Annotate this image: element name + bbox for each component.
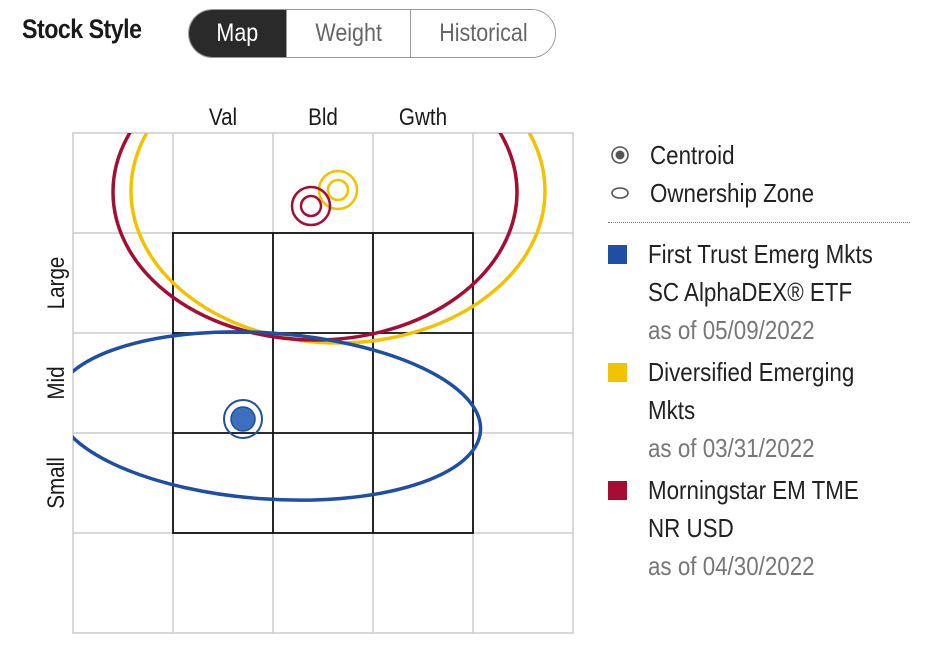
- view-tabs: Map Weight Historical: [188, 9, 556, 58]
- series-date-category: as of 03/31/2022: [648, 433, 815, 463]
- legend-series-category: Diversified Emerging Mkts as of 03/31/20…: [608, 353, 910, 467]
- column-label-val: Val: [209, 104, 237, 131]
- series-name-index-line2: NR USD: [648, 513, 734, 543]
- centroid-index: [290, 185, 332, 227]
- style-box: [172, 232, 474, 534]
- outer-grid-border: [72, 132, 574, 634]
- legend-series-index: Morningstar EM TME NR USD as of 04/30/20…: [608, 471, 910, 585]
- centroid-category: [317, 169, 359, 211]
- column-label-bld: Bld: [308, 104, 338, 131]
- centroid-icon: [608, 143, 632, 167]
- legend: Centroid Ownership Zone First Trust Emer…: [608, 136, 910, 589]
- ownership-zone-category: [129, 133, 547, 345]
- outer-grid: [72, 132, 574, 634]
- column-label-gwth: Gwth: [399, 104, 447, 131]
- ownership-zone-fund: [73, 330, 483, 502]
- series-name-fund-line2: SC AlphaDEX® ETF: [648, 277, 853, 307]
- tab-weight-label: Weight: [315, 19, 382, 47]
- legend-centroid: Centroid: [608, 136, 910, 174]
- legend-centroid-label: Centroid: [650, 139, 735, 170]
- series-swatch-fund: [608, 245, 627, 264]
- ownership-zone-icon: [608, 181, 632, 205]
- centroid-fund: [223, 399, 263, 439]
- style-box-border: [172, 232, 474, 534]
- tab-map[interactable]: Map: [189, 10, 287, 57]
- series-swatch-index: [608, 481, 627, 500]
- series-name-category-line1: Diversified Emerging: [648, 357, 855, 387]
- series-name-fund-line1: First Trust Emerg Mkts: [648, 239, 873, 269]
- page-title: Stock Style: [22, 14, 142, 44]
- series-swatch-category: [608, 363, 627, 382]
- legend-ownership-zone-label: Ownership Zone: [650, 177, 815, 208]
- tab-map-label: Map: [216, 19, 259, 47]
- ownership-zone-index: [111, 133, 519, 342]
- series-name-index-line1: Morningstar EM TME: [648, 475, 859, 505]
- legend-divider: [608, 222, 910, 223]
- row-label-small: Small: [43, 457, 70, 509]
- series-date-fund: as of 05/09/2022: [648, 315, 815, 345]
- series-name-category-line2: Mkts: [648, 395, 696, 425]
- tab-weight[interactable]: Weight: [287, 10, 411, 57]
- legend-ownership-zone: Ownership Zone: [608, 174, 910, 212]
- style-map: Val Bld Gwth Large Mid Small: [43, 104, 574, 634]
- series-date-index: as of 04/30/2022: [648, 551, 815, 581]
- legend-series-fund: First Trust Emerg Mkts SC AlphaDEX® ETF …: [608, 235, 910, 349]
- row-label-large: Large: [43, 257, 70, 310]
- row-label-mid: Mid: [43, 366, 70, 399]
- tab-historical-label: Historical: [438, 19, 528, 47]
- tab-historical[interactable]: Historical: [411, 10, 555, 57]
